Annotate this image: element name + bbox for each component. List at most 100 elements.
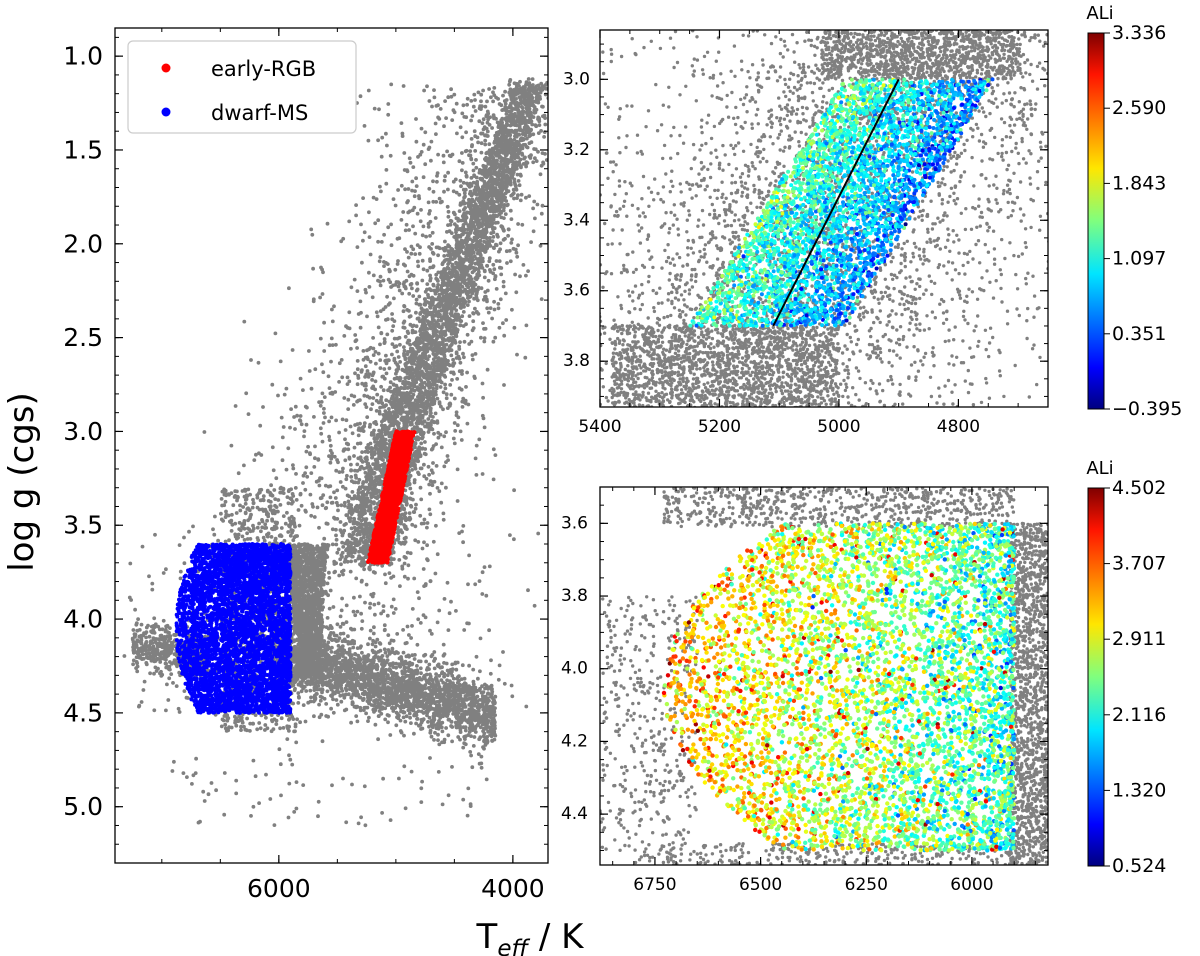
background-point bbox=[471, 311, 476, 316]
background-point bbox=[439, 445, 444, 450]
background-point bbox=[403, 415, 407, 420]
background-point bbox=[481, 297, 486, 302]
background-point bbox=[407, 511, 412, 515]
background-point bbox=[449, 324, 454, 329]
background-point bbox=[416, 470, 420, 475]
background-point bbox=[436, 351, 440, 355]
background-point bbox=[388, 399, 392, 404]
background-point bbox=[364, 479, 369, 484]
background-point bbox=[442, 248, 447, 253]
background-point bbox=[410, 413, 415, 417]
background-point bbox=[498, 297, 503, 302]
background-point bbox=[412, 478, 417, 482]
background-point bbox=[340, 550, 345, 555]
background-point bbox=[407, 381, 411, 385]
background-point bbox=[458, 360, 463, 365]
background-point bbox=[457, 356, 462, 361]
background-point bbox=[487, 156, 492, 161]
background-point bbox=[347, 546, 351, 551]
background-point bbox=[414, 425, 418, 430]
background-point bbox=[499, 103, 504, 108]
background-point bbox=[503, 195, 507, 200]
background-point bbox=[482, 239, 486, 244]
background-point bbox=[450, 262, 455, 267]
background-point bbox=[493, 274, 498, 278]
background-point bbox=[407, 410, 412, 414]
background-point bbox=[505, 118, 510, 123]
background-point bbox=[458, 235, 463, 239]
background-point bbox=[470, 353, 475, 357]
background-point bbox=[446, 282, 451, 287]
background-point bbox=[488, 209, 493, 214]
background-point bbox=[399, 520, 403, 524]
background-point bbox=[322, 536, 327, 541]
background-point bbox=[339, 503, 344, 508]
background-point bbox=[439, 334, 444, 339]
background-point bbox=[413, 506, 418, 511]
background-point bbox=[461, 225, 466, 229]
background-point bbox=[492, 267, 497, 272]
background-point bbox=[466, 277, 471, 281]
background-point bbox=[474, 257, 479, 261]
background-point bbox=[398, 360, 402, 364]
background-point bbox=[381, 426, 385, 431]
background-point bbox=[378, 452, 382, 457]
background-point bbox=[461, 351, 465, 356]
background-point bbox=[463, 299, 468, 304]
background-point bbox=[402, 345, 406, 349]
background-point bbox=[400, 406, 404, 410]
background-point bbox=[342, 500, 347, 505]
background-point bbox=[403, 376, 408, 381]
background-point bbox=[444, 271, 449, 276]
background-point bbox=[489, 215, 493, 219]
background-point bbox=[345, 538, 350, 543]
background-point bbox=[441, 511, 446, 516]
background-point bbox=[350, 431, 355, 436]
background-point bbox=[538, 90, 543, 95]
background-point bbox=[395, 398, 400, 403]
background-point bbox=[493, 277, 497, 282]
background-point bbox=[480, 188, 485, 193]
background-point bbox=[374, 422, 379, 426]
background-point bbox=[466, 233, 471, 238]
background-point bbox=[511, 154, 516, 159]
background-point bbox=[409, 461, 414, 466]
background-point bbox=[398, 392, 402, 396]
background-point bbox=[366, 461, 371, 466]
background-point bbox=[514, 164, 519, 168]
background-point bbox=[519, 165, 523, 170]
background-point bbox=[361, 481, 365, 486]
background-point bbox=[491, 227, 495, 232]
background-point bbox=[423, 327, 428, 331]
background-point bbox=[513, 134, 517, 139]
background-point bbox=[550, 83, 554, 87]
background-point bbox=[452, 396, 457, 401]
background-point bbox=[412, 510, 417, 514]
background-point bbox=[519, 105, 524, 109]
background-point bbox=[494, 161, 498, 166]
background-point bbox=[457, 288, 462, 293]
background-point bbox=[408, 473, 412, 478]
background-point bbox=[492, 246, 496, 251]
background-point bbox=[445, 287, 450, 291]
background-point bbox=[373, 379, 378, 384]
background-point bbox=[528, 85, 533, 90]
background-point bbox=[449, 313, 454, 318]
background-point bbox=[399, 417, 404, 421]
background-point bbox=[346, 499, 351, 504]
background-point bbox=[480, 171, 484, 176]
background-point bbox=[384, 428, 389, 433]
background-point bbox=[341, 466, 345, 471]
background-point bbox=[489, 160, 494, 165]
background-point bbox=[485, 129, 490, 134]
background-point bbox=[467, 314, 472, 318]
background-point bbox=[515, 196, 519, 201]
background-point bbox=[490, 126, 494, 130]
background-point bbox=[434, 338, 438, 343]
background-point bbox=[512, 196, 516, 201]
background-point bbox=[508, 208, 513, 213]
background-point bbox=[476, 248, 481, 253]
background-point bbox=[426, 464, 431, 469]
background-point bbox=[415, 385, 420, 389]
background-point bbox=[429, 345, 433, 349]
